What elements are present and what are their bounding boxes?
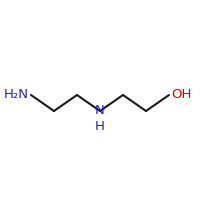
Text: N: N [95, 104, 105, 117]
Text: H₂N: H₂N [4, 88, 29, 102]
Text: H: H [95, 120, 105, 133]
Text: OH: OH [171, 88, 191, 102]
